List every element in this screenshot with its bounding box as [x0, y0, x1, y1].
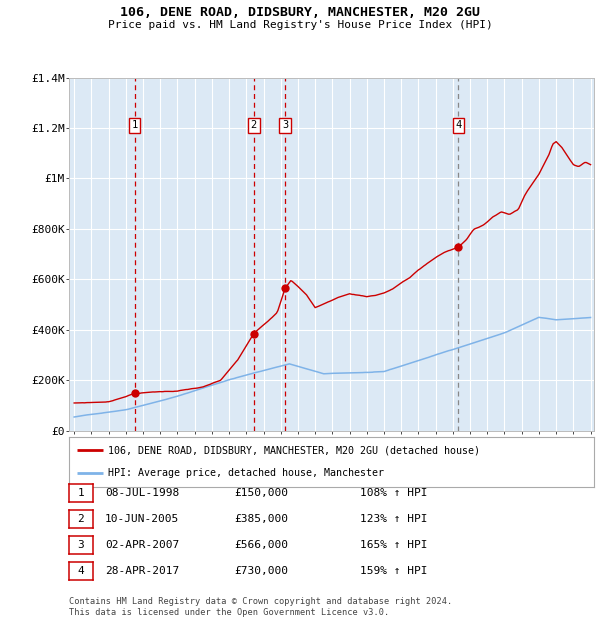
Text: 106, DENE ROAD, DIDSBURY, MANCHESTER, M20 2GU (detached house): 106, DENE ROAD, DIDSBURY, MANCHESTER, M2…	[109, 446, 481, 456]
Text: £566,000: £566,000	[234, 540, 288, 550]
Text: 4: 4	[77, 566, 85, 576]
Text: 1: 1	[131, 120, 138, 130]
Text: Contains HM Land Registry data © Crown copyright and database right 2024.
This d: Contains HM Land Registry data © Crown c…	[69, 598, 452, 617]
Text: 10-JUN-2005: 10-JUN-2005	[105, 514, 179, 524]
Text: £385,000: £385,000	[234, 514, 288, 524]
Text: 2: 2	[251, 120, 257, 130]
Text: 08-JUL-1998: 08-JUL-1998	[105, 488, 179, 498]
Text: £150,000: £150,000	[234, 488, 288, 498]
Text: 165% ↑ HPI: 165% ↑ HPI	[360, 540, 427, 550]
Text: 106, DENE ROAD, DIDSBURY, MANCHESTER, M20 2GU: 106, DENE ROAD, DIDSBURY, MANCHESTER, M2…	[120, 6, 480, 19]
Text: 4: 4	[455, 120, 461, 130]
Text: 2: 2	[77, 514, 85, 524]
Text: 3: 3	[77, 540, 85, 550]
Text: 1: 1	[77, 488, 85, 498]
Text: HPI: Average price, detached house, Manchester: HPI: Average price, detached house, Manc…	[109, 468, 385, 478]
Text: 02-APR-2007: 02-APR-2007	[105, 540, 179, 550]
Text: 159% ↑ HPI: 159% ↑ HPI	[360, 566, 427, 576]
Text: 3: 3	[282, 120, 288, 130]
Text: £730,000: £730,000	[234, 566, 288, 576]
Text: 108% ↑ HPI: 108% ↑ HPI	[360, 488, 427, 498]
Text: 28-APR-2017: 28-APR-2017	[105, 566, 179, 576]
Text: 123% ↑ HPI: 123% ↑ HPI	[360, 514, 427, 524]
Text: Price paid vs. HM Land Registry's House Price Index (HPI): Price paid vs. HM Land Registry's House …	[107, 20, 493, 30]
